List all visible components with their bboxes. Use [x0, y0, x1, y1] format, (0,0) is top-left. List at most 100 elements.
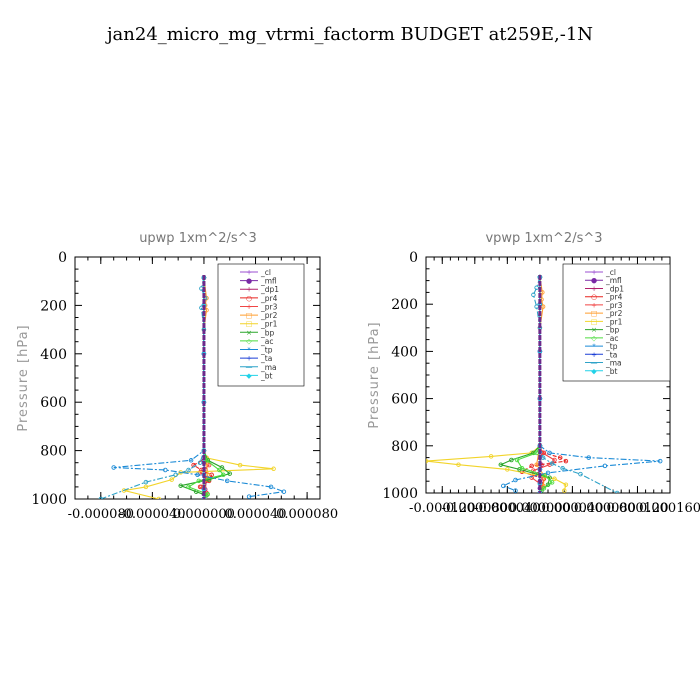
vpwp-legend-label_bp: _bp [605, 326, 620, 335]
upwp-point_ma [173, 472, 178, 478]
vpwp-point_pr2 [540, 290, 545, 295]
vpwp-y-tick-label: 600 [391, 392, 418, 408]
upwp-point_ac [217, 467, 222, 473]
upwp-legend-label_cl: _cl [260, 268, 271, 277]
upwp-legend-box [217, 263, 305, 387]
vpwp-legend-label_ta: _ta [605, 350, 617, 359]
upwp-point_pr1 [169, 477, 174, 482]
vpwp-point_pr4 [529, 463, 534, 469]
upwp-y-tick-label: 800 [40, 444, 67, 460]
vpwp-point_tp [547, 450, 552, 456]
vpwp-point_pr3 [531, 468, 536, 473]
vpwp-point_tp [657, 458, 663, 464]
upwp-y-axis-label: Pressure [hPa] [16, 324, 31, 431]
upwp-point_ac [221, 472, 226, 478]
upwp-x-tick-label: 0.000000 [173, 507, 235, 522]
upwp-point_ac [196, 478, 202, 484]
upwp-legend-label_bp: _bp [260, 328, 275, 337]
upwp-point_tp [281, 489, 287, 494]
vpwp-legend-marker_mfl: ● [591, 277, 597, 285]
upwp-point_pr3 [197, 470, 203, 475]
vpwp-point_pr1 [505, 467, 510, 472]
upwp-chart-title: upwp 1xm^2/s^3 [139, 231, 257, 246]
upwp-point_ac [186, 484, 191, 490]
vpwp-point_pr1 [563, 482, 569, 487]
upwp-x-tick-label: -0.000040 [119, 507, 185, 522]
vpwp-legend-marker_pr1: □ [591, 318, 598, 326]
upwp-y-tick-label: 600 [40, 395, 67, 411]
vpwp-plot-area: 0 200 400 600 800 1000-0.000120-0.000080-0.00… [382, 250, 700, 516]
vpwp-point_bp [509, 457, 514, 463]
vpwp-point_pr1 [456, 462, 461, 467]
vpwp-point_ac [541, 486, 547, 491]
vpwp-point_tp [586, 455, 591, 460]
upwp-point_tp [188, 458, 194, 463]
vpwp-series-group [426, 274, 663, 493]
upwp-point_tp [195, 472, 200, 478]
upwp-point_tp [163, 467, 168, 473]
vpwp-legend-marker_cl: + [591, 269, 597, 277]
upwp-y-tick-label: 200 [40, 298, 67, 314]
vpwp-legend-marker_pr2: □ [591, 310, 598, 318]
upwp-legend-marker_ma: — [246, 363, 253, 371]
upwp-point_pr2 [204, 307, 209, 313]
upwp-series-line_ma [100, 277, 206, 499]
vpwp-chart-title: vpwp 1xm^2/s^3 [485, 231, 602, 246]
vpwp-point_tp [545, 470, 551, 476]
vpwp-legend-label_tp: _tp [605, 342, 618, 351]
vpwp-legend-box [562, 263, 671, 382]
vpwp-point_pr3 [552, 457, 557, 463]
upwp-point_pr1 [121, 488, 127, 493]
vpwp-legend-marker_bp: × [591, 326, 597, 334]
vpwp-point_ma [549, 461, 555, 466]
upwp-point_ma [98, 496, 104, 499]
vpwp-series-line_ac [516, 277, 553, 493]
vpwp-legend-marker_ac: ◇ [591, 334, 597, 342]
vpwp-x-tick-label: -0.000080 [442, 501, 508, 516]
upwp-legend-label_dp1: _dp1 [260, 285, 279, 294]
upwp-series-line_tp [113, 277, 285, 498]
upwp-y-tick-label: 0 [58, 250, 67, 266]
upwp-legend-marker_ac: ◇ [246, 337, 252, 345]
upwp-legend-marker_dp1: + [246, 286, 252, 294]
vpwp-legend-label_cl: _cl [605, 268, 616, 277]
upwp-legend-marker_mfl: ● [246, 277, 252, 285]
upwp-legend-label_ta: _ta [260, 354, 272, 363]
upwp-legend-marker_ta: + [246, 355, 252, 363]
upwp-point_ma [143, 479, 149, 485]
vpwp-y-tick-label: 1000 [382, 486, 418, 502]
upwp-panel: upwp 1xm^2/s^3 Pressure [hPa] 0 200 400 600… [16, 231, 338, 522]
vpwp-x-tick-label: -0.000040 [474, 501, 540, 516]
upwp-plot-area: 02004006008001000-0.000080-0.0000400.000… [31, 250, 338, 522]
vpwp-point_pr1 [488, 454, 494, 459]
vpwp-point_pr1 [552, 476, 557, 482]
vpwp-point_ac [519, 465, 525, 471]
upwp-legend-label_pr2: _pr2 [260, 311, 278, 320]
vpwp-point_bp [517, 467, 522, 472]
upwp-legend-label_pr4: _pr4 [260, 294, 278, 303]
vpwp-y-tick-label: 200 [391, 297, 418, 313]
upwp-legend-marker_bp: × [246, 329, 252, 337]
vpwp-legend-label_pr2: _pr2 [605, 309, 623, 318]
upwp-point_ac [204, 458, 209, 463]
upwp-point_tp [268, 484, 274, 490]
vpwp-point_ma [560, 465, 565, 471]
vpwp-point_ac [514, 457, 520, 463]
upwp-legend-marker_pr1: □ [246, 320, 253, 328]
vpwp-point_ma [531, 292, 536, 298]
vpwp-legend-label_dp1: _dp1 [605, 284, 624, 293]
vpwp-legend-label_pr4: _pr4 [605, 293, 623, 302]
upwp-legend-label_pr1: _pr1 [260, 320, 278, 329]
upwp-x-tick-label: 0.000080 [276, 507, 338, 522]
upwp-point_pr1 [237, 462, 243, 468]
upwp-legend-label_ma: _ma [260, 363, 277, 372]
upwp-legend-label_mfl: _mfl [260, 277, 277, 286]
vpwp-series-line_tp [501, 277, 661, 492]
vpwp-y-tick-label: 0 [409, 250, 418, 266]
vpwp-y-tick-label: 800 [391, 439, 418, 455]
vpwp-legend-label_pr1: _pr1 [605, 317, 623, 326]
vpwp-point_tp [501, 483, 506, 489]
vpwp-point_ac [549, 480, 555, 485]
vpwp-series-line_pr4 [520, 277, 568, 493]
vpwp-x-tick-label: 0.000040 [541, 501, 603, 516]
